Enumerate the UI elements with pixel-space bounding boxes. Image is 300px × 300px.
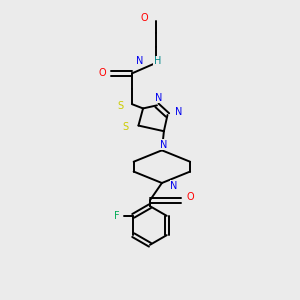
- Text: O: O: [99, 68, 106, 78]
- Text: S: S: [122, 122, 128, 132]
- Text: N: N: [175, 107, 182, 117]
- Text: O: O: [140, 13, 148, 23]
- Text: N: N: [136, 56, 143, 66]
- Text: H: H: [154, 56, 161, 66]
- Text: N: N: [170, 181, 178, 191]
- Text: N: N: [155, 93, 162, 103]
- Text: F: F: [114, 211, 120, 221]
- Text: N: N: [160, 140, 167, 150]
- Text: S: S: [117, 101, 123, 111]
- Text: O: O: [186, 192, 194, 202]
